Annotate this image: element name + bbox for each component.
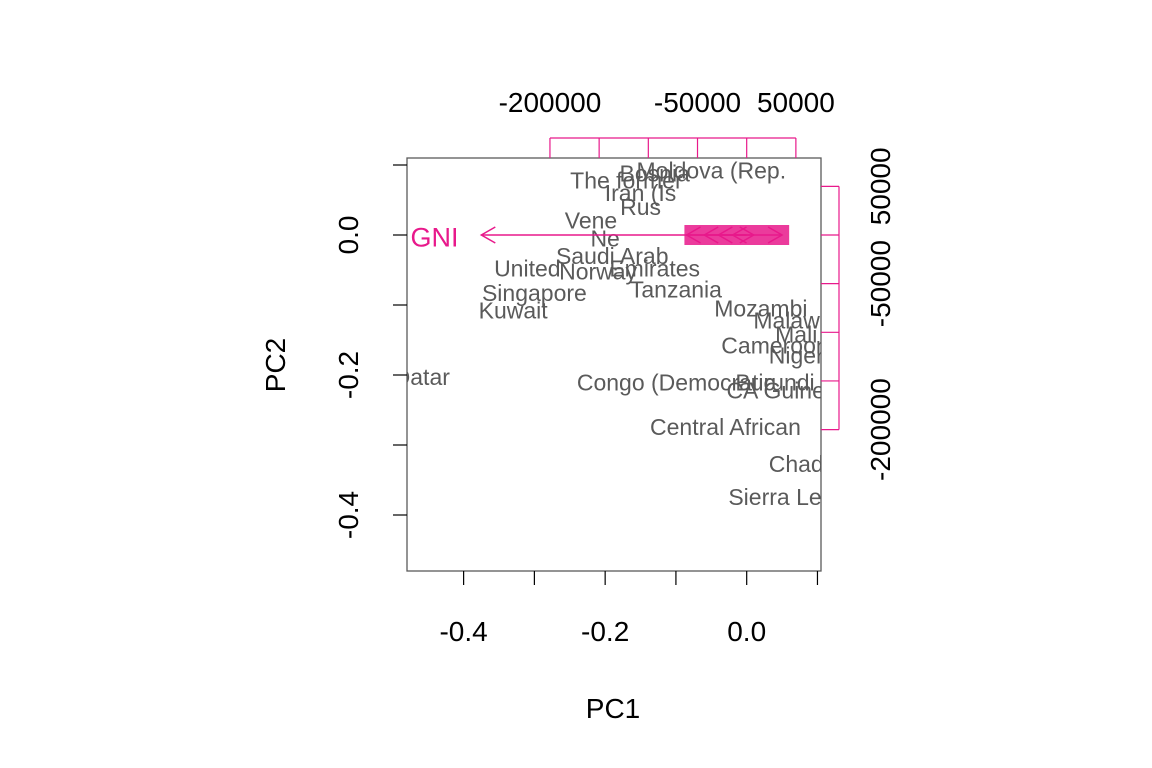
loading-arrow-head bbox=[479, 226, 496, 244]
bottom-tick-label: -0.2 bbox=[581, 616, 629, 647]
point-label: Saudi Arab bbox=[556, 243, 669, 269]
point-label: Chad bbox=[769, 451, 824, 477]
top-tick-label: -200000 bbox=[499, 87, 602, 118]
point-label: Sierra Le bbox=[728, 484, 821, 510]
x-axis-label: PC1 bbox=[586, 693, 640, 724]
point-label: Central African bbox=[650, 414, 801, 440]
bottom-tick-label: -0.4 bbox=[439, 616, 487, 647]
point-label: Qatar bbox=[392, 364, 450, 390]
right-tick-label: -200000 bbox=[865, 378, 896, 481]
point-label: Burundi bbox=[735, 370, 814, 396]
point-label: The former bbox=[570, 167, 683, 193]
right-tick-label: -50000 bbox=[865, 240, 896, 327]
left-tick-label: -0.4 bbox=[333, 491, 364, 539]
top-tick-label: 50000 bbox=[757, 87, 835, 118]
point-label: Vene bbox=[565, 207, 617, 233]
plot-frame bbox=[406, 157, 822, 572]
loading-arrows: GNI bbox=[411, 222, 790, 252]
axes: -0.4 -0.2 0.0 -0.4 -0.2 0.0 -200000 -50000 50000… bbox=[333, 87, 896, 647]
point-label: Congo (Democratic bbox=[577, 370, 775, 396]
point-label: Norway bbox=[559, 258, 637, 284]
point-label: Emirates bbox=[609, 256, 700, 282]
point-label: Moldova (Rep. bbox=[637, 158, 787, 184]
bottom-tick-label: 0.0 bbox=[727, 616, 766, 647]
point-label: Cameroon bbox=[721, 333, 828, 359]
point-label: Kuwait bbox=[479, 298, 549, 324]
right-tick-label: 50000 bbox=[865, 147, 896, 225]
left-tick-label: 0.0 bbox=[333, 216, 364, 255]
point-label: Iran (Is bbox=[605, 180, 677, 206]
point-label: Tanzania bbox=[630, 277, 722, 303]
point-label: Malawi bbox=[753, 307, 825, 333]
point-label: Rus bbox=[620, 194, 661, 220]
point-label: Niger bbox=[769, 342, 824, 368]
point-label: Singapore bbox=[482, 280, 587, 306]
point-label: Mali bbox=[775, 321, 817, 347]
top-tick-label: -50000 bbox=[654, 87, 741, 118]
left-tick-label: -0.2 bbox=[333, 351, 364, 399]
point-label: Bosnia bbox=[620, 160, 691, 186]
point-label: Mozambi bbox=[714, 296, 807, 322]
point-label: United bbox=[494, 256, 560, 282]
y-axis-label: PC2 bbox=[260, 338, 291, 392]
loading-arrow-cluster bbox=[684, 225, 790, 245]
loading-label: GNI bbox=[411, 222, 459, 252]
point-label: CA Guinea bbox=[726, 377, 837, 403]
point-label: Ne bbox=[590, 226, 619, 252]
